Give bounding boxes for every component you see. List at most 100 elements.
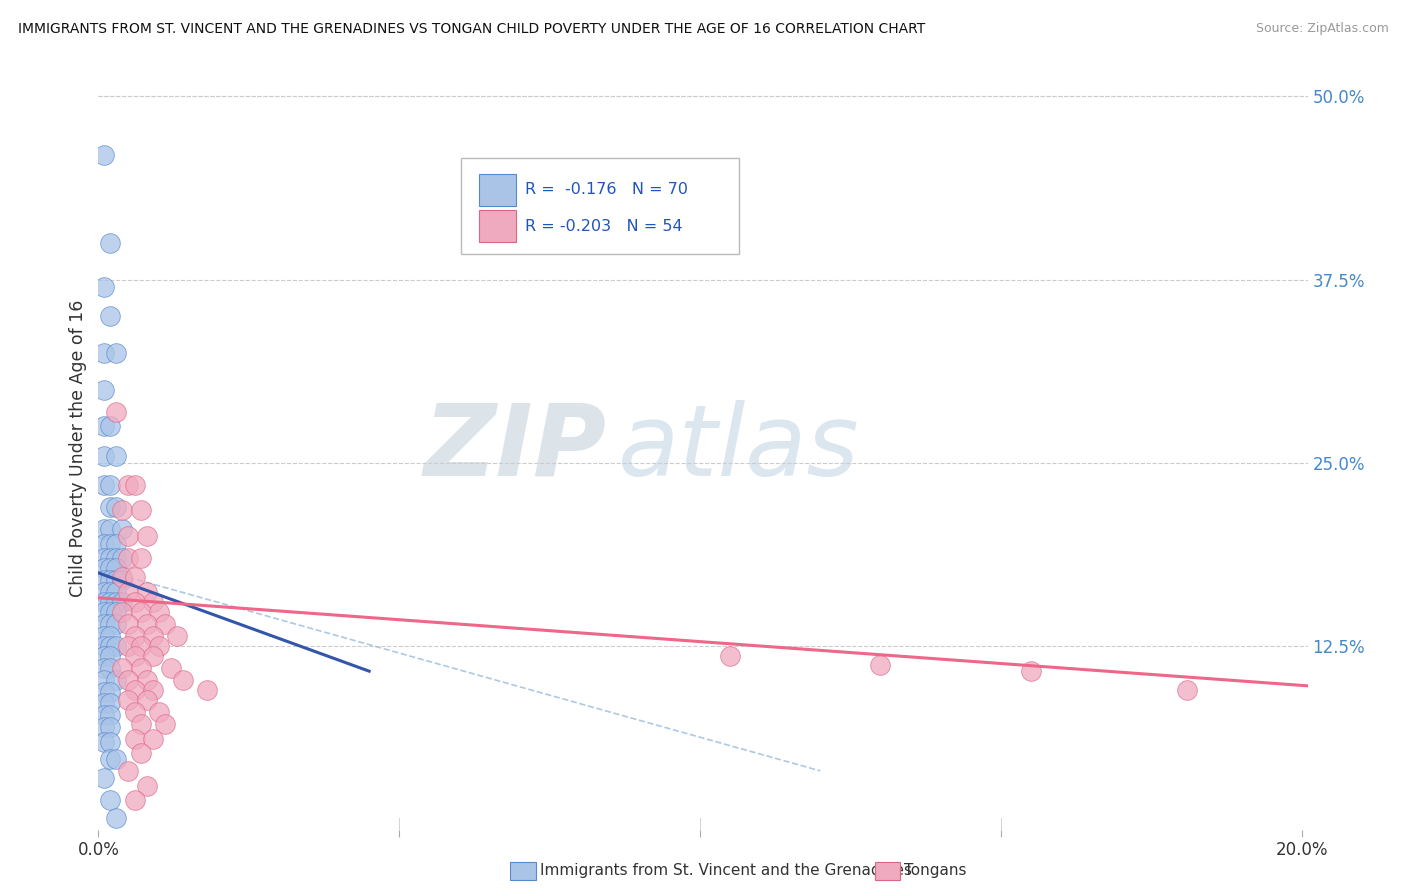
Text: R =  -0.176   N = 70: R = -0.176 N = 70 bbox=[526, 182, 689, 197]
Point bbox=[93, 708, 115, 723]
Point bbox=[111, 503, 134, 517]
Point bbox=[105, 752, 128, 766]
Point bbox=[117, 673, 139, 687]
Point bbox=[105, 617, 128, 632]
Point bbox=[100, 617, 122, 632]
Point bbox=[100, 500, 122, 514]
Point bbox=[124, 731, 146, 746]
Point bbox=[93, 449, 115, 463]
Point bbox=[93, 661, 115, 675]
Point bbox=[105, 595, 128, 609]
Point bbox=[100, 595, 122, 609]
Point bbox=[100, 639, 122, 653]
Point bbox=[93, 561, 115, 575]
FancyBboxPatch shape bbox=[479, 211, 516, 243]
Point bbox=[93, 383, 115, 397]
Point bbox=[93, 734, 115, 748]
Point bbox=[153, 717, 176, 731]
Point bbox=[100, 310, 122, 324]
Point bbox=[93, 148, 115, 162]
Point bbox=[129, 606, 152, 620]
Point bbox=[100, 478, 122, 492]
Text: atlas: atlas bbox=[619, 400, 860, 497]
Point bbox=[117, 639, 139, 653]
Point bbox=[93, 771, 115, 785]
Point bbox=[135, 693, 157, 707]
Point bbox=[117, 551, 139, 566]
Point bbox=[135, 585, 157, 599]
Point bbox=[142, 731, 165, 746]
Point bbox=[93, 478, 115, 492]
Point bbox=[135, 529, 157, 543]
Point bbox=[93, 595, 115, 609]
Point bbox=[148, 606, 170, 620]
Point bbox=[105, 573, 128, 587]
Point bbox=[148, 705, 170, 719]
Point bbox=[100, 235, 122, 250]
Point bbox=[105, 811, 128, 825]
Point bbox=[93, 606, 115, 620]
Point bbox=[142, 649, 165, 664]
Point bbox=[111, 551, 134, 566]
Point bbox=[148, 639, 170, 653]
Point bbox=[105, 639, 128, 653]
Point bbox=[100, 793, 122, 807]
Point bbox=[195, 683, 218, 698]
Point bbox=[100, 573, 122, 587]
Point bbox=[124, 570, 146, 584]
Point bbox=[100, 720, 122, 734]
Point bbox=[111, 661, 134, 675]
Text: Source: ZipAtlas.com: Source: ZipAtlas.com bbox=[1256, 22, 1389, 36]
Point bbox=[100, 661, 122, 675]
Point bbox=[93, 346, 115, 360]
Point bbox=[129, 639, 152, 653]
Point bbox=[124, 478, 146, 492]
Point bbox=[718, 649, 741, 664]
Point bbox=[117, 585, 139, 599]
Point bbox=[129, 661, 152, 675]
Point bbox=[100, 708, 122, 723]
Point bbox=[105, 404, 128, 418]
Point bbox=[93, 573, 115, 587]
Point bbox=[124, 683, 146, 698]
Point bbox=[111, 570, 134, 584]
Point bbox=[129, 503, 152, 517]
Point bbox=[117, 617, 139, 632]
Point bbox=[105, 673, 128, 687]
Point bbox=[93, 697, 115, 711]
Point bbox=[159, 661, 181, 675]
Text: R = -0.203   N = 54: R = -0.203 N = 54 bbox=[526, 219, 683, 234]
Point bbox=[117, 529, 139, 543]
Point bbox=[111, 522, 134, 536]
Point bbox=[129, 551, 152, 566]
Point bbox=[100, 734, 122, 748]
Point bbox=[124, 793, 146, 807]
Point bbox=[100, 419, 122, 434]
Point bbox=[93, 522, 115, 536]
Point bbox=[100, 606, 122, 620]
Point bbox=[93, 280, 115, 294]
Point bbox=[105, 606, 128, 620]
Point bbox=[117, 764, 139, 778]
Point bbox=[100, 551, 122, 566]
Point bbox=[105, 500, 128, 514]
Point bbox=[124, 649, 146, 664]
Y-axis label: Child Poverty Under the Age of 16: Child Poverty Under the Age of 16 bbox=[69, 300, 87, 597]
Text: IMMIGRANTS FROM ST. VINCENT AND THE GRENADINES VS TONGAN CHILD POVERTY UNDER THE: IMMIGRANTS FROM ST. VINCENT AND THE GREN… bbox=[18, 22, 925, 37]
Point bbox=[93, 629, 115, 643]
Point bbox=[105, 536, 128, 550]
Point bbox=[93, 536, 115, 550]
Point bbox=[111, 573, 134, 587]
Point bbox=[100, 649, 122, 664]
Point bbox=[124, 629, 146, 643]
Point bbox=[105, 585, 128, 599]
Point bbox=[93, 720, 115, 734]
Point bbox=[129, 746, 152, 760]
Point bbox=[172, 673, 194, 687]
Point bbox=[124, 705, 146, 719]
Point bbox=[100, 561, 122, 575]
Point bbox=[135, 673, 157, 687]
FancyBboxPatch shape bbox=[479, 174, 516, 206]
Point bbox=[100, 536, 122, 550]
Point bbox=[135, 617, 157, 632]
